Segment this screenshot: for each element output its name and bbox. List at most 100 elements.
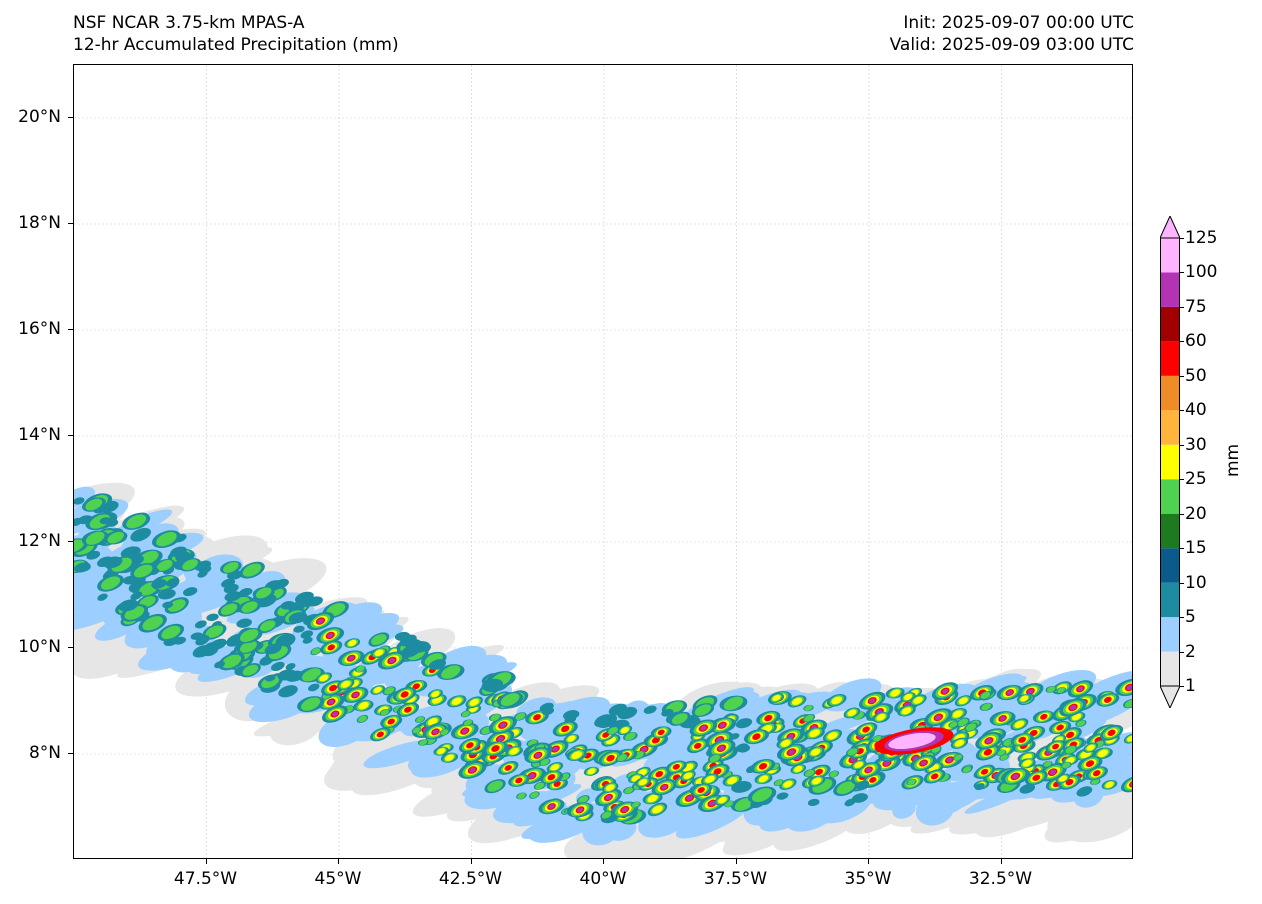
precip-cell bbox=[1049, 769, 1056, 775]
precip-cell bbox=[416, 716, 425, 723]
colorbar-segment bbox=[1160, 479, 1180, 514]
precip-cell bbox=[461, 728, 468, 734]
precip-cell bbox=[985, 738, 993, 744]
colorbar-segment bbox=[1160, 306, 1180, 342]
precip-cell bbox=[752, 733, 761, 741]
precip-cell bbox=[384, 687, 395, 695]
precip-cell bbox=[431, 690, 440, 698]
precip-cell bbox=[758, 763, 768, 770]
precip-cell bbox=[340, 680, 351, 688]
precip-cell bbox=[729, 733, 740, 740]
precip-cell bbox=[223, 561, 239, 573]
precip-cell bbox=[709, 754, 720, 763]
precip-cell bbox=[206, 613, 219, 622]
precip-cell bbox=[605, 784, 615, 791]
colorbar-tick bbox=[1180, 686, 1184, 687]
precip-cell bbox=[862, 726, 870, 733]
precip-cell bbox=[220, 603, 238, 615]
precip-cell bbox=[451, 697, 462, 706]
precip-cell bbox=[683, 772, 693, 780]
precip-cell bbox=[173, 636, 187, 645]
precip-cell bbox=[539, 702, 554, 712]
precip-cell bbox=[162, 601, 174, 609]
precip-cell bbox=[946, 757, 953, 763]
colorbar-level-label: 10 bbox=[1185, 572, 1207, 593]
precip-cell bbox=[328, 684, 338, 692]
colorbar-tick bbox=[1180, 375, 1184, 377]
map-canvas bbox=[74, 65, 1132, 858]
precip-cell bbox=[954, 739, 965, 747]
precip-cell bbox=[1085, 760, 1095, 767]
precip-cell bbox=[400, 691, 409, 698]
precipitation-map bbox=[73, 64, 1133, 859]
precip-cell bbox=[534, 752, 541, 758]
colorbar-tick bbox=[1180, 306, 1184, 308]
colorbar-frame bbox=[1160, 237, 1180, 687]
precip-cell bbox=[74, 568, 118, 602]
precip-cell bbox=[705, 775, 715, 783]
precip-cell bbox=[221, 578, 236, 588]
precip-cell bbox=[847, 709, 857, 717]
precip-cell bbox=[275, 633, 295, 647]
precip-cell bbox=[869, 777, 877, 783]
precip-cell bbox=[601, 811, 612, 819]
precip-cell bbox=[197, 570, 208, 578]
precip-cell bbox=[1006, 690, 1013, 695]
colorbar-segment bbox=[1160, 548, 1180, 583]
precip-cell bbox=[311, 648, 321, 655]
precip-cell bbox=[638, 778, 648, 786]
precip-cell bbox=[718, 745, 725, 751]
precip-cell bbox=[138, 550, 159, 565]
precip-cell bbox=[295, 591, 314, 604]
precip-cell bbox=[273, 578, 289, 589]
precip-cell bbox=[567, 735, 576, 742]
colorbar-level-label: 125 bbox=[1185, 228, 1218, 248]
precip-cell bbox=[99, 620, 129, 638]
precip-cell bbox=[764, 714, 773, 722]
precip-cell bbox=[255, 587, 272, 599]
precip-cell bbox=[469, 698, 480, 706]
precip-cell bbox=[851, 793, 868, 803]
precip-cell bbox=[373, 686, 382, 693]
precip-cell bbox=[411, 745, 474, 778]
precip-cell bbox=[1040, 713, 1048, 720]
colorbar-tick bbox=[1180, 272, 1184, 274]
precip-cell bbox=[1126, 684, 1132, 691]
lon-tick-label: 35°W bbox=[844, 869, 892, 889]
precip-cell bbox=[118, 599, 139, 612]
lon-tick-label: 37.5°W bbox=[703, 869, 768, 889]
colorbar-tick bbox=[1180, 341, 1184, 343]
colorbar-segment bbox=[1160, 444, 1180, 480]
precip-cell bbox=[686, 795, 693, 801]
precip-cell bbox=[1058, 775, 1068, 782]
precip-cell bbox=[105, 519, 119, 527]
precip-cell bbox=[412, 727, 421, 734]
lon-tick-mark bbox=[603, 859, 604, 864]
precip-cell bbox=[651, 737, 660, 744]
precip-cell bbox=[1012, 773, 1019, 780]
precip-cell bbox=[156, 559, 173, 572]
colorbar-level-label: 75 bbox=[1185, 296, 1207, 317]
lon-tick-label: 47.5°W bbox=[173, 869, 238, 889]
colorbar-level-label: 2 bbox=[1185, 641, 1196, 662]
precip-cell bbox=[540, 758, 550, 766]
precip-cell bbox=[239, 629, 259, 643]
precip-cell bbox=[277, 669, 297, 681]
precip-cell bbox=[74, 497, 85, 505]
precip-cell bbox=[194, 620, 207, 629]
precip-cell bbox=[327, 644, 336, 651]
precip-cell bbox=[758, 775, 769, 783]
lat-tick-mark bbox=[68, 541, 73, 542]
precip-cell bbox=[831, 696, 842, 705]
precip-cell bbox=[437, 748, 446, 755]
precip-cell bbox=[700, 725, 707, 731]
precip-cell bbox=[855, 780, 870, 790]
precip-cell bbox=[578, 795, 589, 804]
precip-cell bbox=[626, 778, 703, 821]
precip-cell bbox=[962, 766, 972, 773]
precip-cell bbox=[620, 727, 629, 734]
precip-cell bbox=[499, 722, 507, 728]
precip-cell bbox=[151, 579, 167, 589]
precip-cell bbox=[809, 729, 821, 738]
precip-cell bbox=[107, 531, 125, 544]
